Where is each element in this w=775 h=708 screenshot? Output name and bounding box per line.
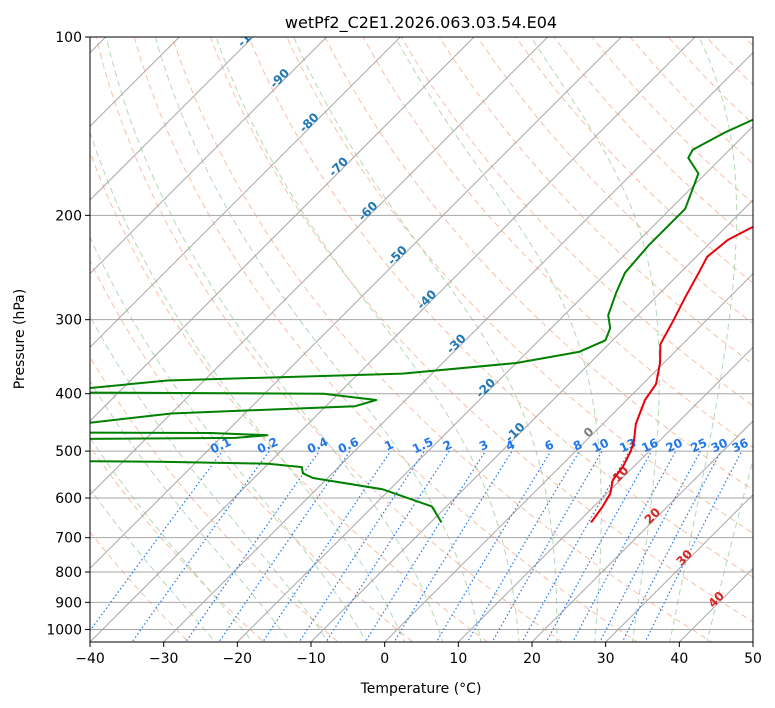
mixing-ratio-label: 30: [709, 436, 730, 456]
x-tick-label: 40: [670, 651, 688, 667]
dry-adiabat-line: [133, 37, 638, 642]
isotherm-line: [90, 37, 475, 422]
isotherm-line: [90, 37, 402, 349]
y-tick-label: 200: [55, 208, 82, 224]
dry-adiabat-line: [171, 37, 713, 642]
dry-adiabat-line: [90, 259, 414, 642]
x-tick-label: 50: [744, 651, 762, 667]
isotherm-line: [457, 346, 753, 642]
mixing-ratio-label: 10: [590, 436, 611, 456]
chart-title: wetPf2_C2E1.2026.063.03.54.E04: [285, 13, 557, 33]
moist-adiabat-line: [90, 488, 216, 642]
isotherm-line: [90, 37, 181, 128]
dry-adiabat-line: [438, 37, 753, 366]
mixing-ratio-label: 25: [688, 436, 709, 456]
moist-adiabat-line: [669, 37, 738, 642]
mixing-ratio-line: [491, 450, 603, 642]
dewpoint-profile-line: [90, 118, 753, 524]
moist-adiabat-line: [90, 235, 367, 642]
moist-adiabat-line: [293, 37, 558, 642]
y-tick-label: 700: [55, 531, 82, 547]
moist-adiabat-line: [90, 130, 406, 642]
dry-adiabat-line: [90, 150, 489, 642]
y-tick-label: 1000: [46, 622, 82, 638]
dry-adiabat-line: [90, 445, 265, 642]
dry-adiabat-line: [248, 37, 753, 578]
dry-adiabat-line: [286, 37, 753, 534]
x-tick-label: 20: [523, 651, 541, 667]
x-axis-label: Temperature (°C): [360, 681, 482, 697]
x-tick-label: 0: [380, 651, 389, 667]
dry-adiabat-line: [95, 37, 564, 642]
temperature-profile-line: [590, 225, 753, 524]
plot-area: -100-90-80-70-60-50-40-30-20-10010203040…: [90, 37, 753, 642]
isotherm-line: [90, 37, 623, 570]
mixing-ratio-line: [325, 450, 450, 642]
mixing-ratio-line: [572, 450, 677, 642]
dry-adiabat-line: [667, 37, 753, 125]
y-tick-label: 100: [55, 30, 82, 46]
plot-frame: [89, 36, 754, 643]
x-tick-label: −20: [223, 651, 253, 667]
dry-adiabat-line: [477, 37, 753, 325]
x-tick-label: 10: [449, 651, 467, 667]
isotherm-line: [383, 272, 753, 642]
dry-adiabats: [90, 37, 753, 642]
y-tick-label: 400: [55, 387, 82, 403]
moist-adiabat-line: [215, 37, 520, 642]
mixing-ratio-line: [545, 450, 653, 642]
mixing-ratio-line: [364, 450, 486, 642]
isotherm-line: [90, 37, 696, 642]
x-tick-label: −30: [149, 651, 179, 667]
mixing-ratio-label: 36: [730, 436, 751, 456]
moist-adiabat-line: [394, 37, 602, 642]
moist-adiabat-line: [90, 436, 254, 642]
isotherm-line: [162, 51, 753, 642]
profile-series: [90, 118, 753, 524]
y-axis-ticks: 100 200 300 400 500 600 700 800 900 1000: [46, 30, 90, 638]
isotherm-line: [531, 420, 753, 642]
x-tick-label: 30: [597, 651, 615, 667]
mixing-ratio-line: [131, 450, 270, 642]
mixing-ratio-line: [393, 450, 513, 642]
isotherms: [90, 37, 753, 642]
moist-adiabat-line: [90, 380, 291, 642]
dry-adiabat-line: [629, 37, 753, 165]
mixing-ratio-line: [262, 450, 392, 642]
x-tick-label: −40: [75, 651, 105, 667]
x-axis-ticks: −40 −30 −20 −10 0 10 20 30 40 50: [75, 642, 762, 667]
dry-adiabat-line: [362, 37, 753, 449]
isotherm-line: [90, 37, 328, 275]
moist-adiabat-line: [154, 37, 482, 642]
y-tick-label: 800: [55, 565, 82, 581]
mixing-ratio-line: [435, 450, 552, 642]
mixing-ratio-label: 16: [639, 436, 660, 456]
isotherm-line: [90, 37, 254, 201]
y-axis-label: Pressure (hPa): [12, 289, 28, 389]
y-tick-label: 900: [55, 595, 82, 611]
y-tick-label: 600: [55, 491, 82, 507]
isotherm-line: [90, 37, 549, 496]
isotherm-line: [236, 125, 753, 642]
mixing-ratio-line: [599, 450, 702, 642]
mixing-ratio-label: 20: [664, 436, 685, 456]
mixing-ratio-lines: [90, 450, 743, 642]
x-tick-label: −10: [296, 651, 326, 667]
mixing-ratio-line: [466, 450, 580, 642]
isotherm-line: [310, 199, 753, 642]
y-tick-label: 500: [55, 444, 82, 460]
dry-adiabat-line: [324, 37, 753, 491]
mixing-ratio-line: [218, 450, 351, 642]
y-tick-label: 300: [55, 313, 82, 329]
moist-adiabat-line: [530, 37, 660, 642]
isotherm-line: [604, 493, 753, 642]
mixing-ratio-line: [298, 450, 425, 642]
